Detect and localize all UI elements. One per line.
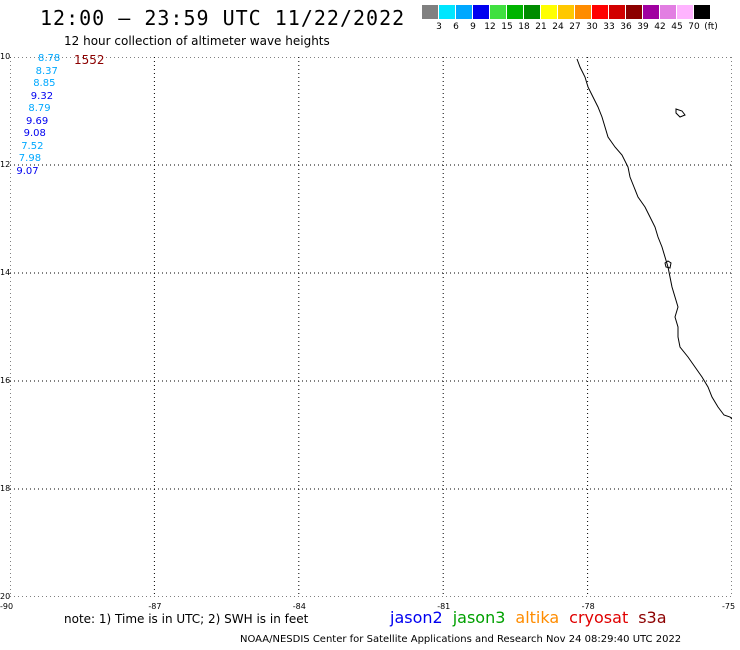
satellite-label: s3a	[638, 608, 667, 627]
pass-time-label: 1552	[74, 53, 105, 67]
map-title: 12:00 – 23:59 UTC 11/22/2022	[40, 6, 406, 30]
legend-label: 24	[552, 22, 564, 32]
wave-height-value: 8.79	[28, 103, 51, 114]
color-legend-labels: 3 6 9 12 15 18 21 24 27 30 33 36 39 42 45 70 (ft)	[422, 22, 740, 34]
legend-label: 15	[501, 22, 513, 32]
satellite-label: jason3	[452, 608, 506, 627]
wave-height-value: 9.08	[23, 128, 46, 139]
legend-swatch	[439, 5, 456, 19]
legend-label: 36	[620, 22, 632, 32]
legend-swatch	[524, 5, 541, 19]
legend-label: 12	[484, 22, 496, 32]
legend-swatch	[660, 5, 677, 19]
latitude-label: 20	[0, 592, 11, 601]
wave-height-value: 9.07	[16, 165, 39, 177]
legend-label: 18	[518, 22, 530, 32]
legend-label: 42	[654, 22, 666, 32]
longitude-label: -84	[292, 602, 306, 611]
legend-swatch	[507, 5, 524, 19]
legend-swatch	[677, 5, 694, 19]
legend-label: 45	[671, 22, 683, 32]
legend-label: 3	[436, 22, 442, 32]
color-legend	[422, 5, 711, 19]
satellite-label: cryosat	[569, 608, 629, 627]
latitude-label: 18	[0, 484, 11, 493]
legend-swatch	[694, 5, 711, 19]
longitude-label: -78	[581, 602, 595, 611]
legend-swatch	[626, 5, 643, 19]
lat-gridlines	[10, 57, 732, 597]
satellite-legend: jason2 jason3 altika cryosat s3a	[390, 608, 677, 627]
footer-credit: NOAA/NESDIS Center for Satellite Applica…	[240, 634, 682, 645]
legend-label: 70	[688, 22, 700, 32]
legend-label: 9	[470, 22, 476, 32]
legend-label: 33	[603, 22, 615, 32]
lake-outline	[664, 260, 672, 269]
island-outline	[675, 108, 686, 118]
legend-swatch	[575, 5, 592, 19]
longitude-label: -90	[0, 602, 14, 611]
footer-note: note: 1) Time is in UTC; 2) SWH is in fe…	[64, 612, 309, 626]
map-subtitle: 12 hour collection of altimeter wave hei…	[64, 34, 330, 48]
legend-swatch	[422, 5, 439, 19]
legend-label: 39	[637, 22, 649, 32]
wave-height-value: 8.78	[38, 53, 61, 64]
longitude-label: -75	[722, 602, 736, 611]
wave-height-value: 7.52	[21, 140, 44, 152]
lon-gridlines	[10, 57, 732, 597]
wave-height-value: 9.32	[30, 90, 54, 102]
wave-height-value: 8.85	[33, 78, 56, 89]
legend-swatch	[609, 5, 626, 19]
legend-swatch	[592, 5, 609, 19]
satellite-label: jason2	[390, 608, 443, 627]
longitude-label: -87	[148, 602, 162, 611]
legend-swatch	[558, 5, 575, 19]
latitude-label: 16	[0, 376, 11, 385]
latitude-label: 12	[0, 160, 11, 169]
coastline	[576, 58, 732, 420]
legend-swatch	[473, 5, 490, 19]
wave-height-value: 7.98	[18, 153, 42, 164]
legend-swatch	[643, 5, 660, 19]
altimeter-map	[10, 57, 732, 597]
legend-swatch	[541, 5, 558, 19]
legend-label: (ft)	[704, 22, 718, 32]
latitude-label: 10	[0, 52, 11, 61]
legend-label: 21	[535, 22, 547, 32]
wave-height-value: 8.37	[35, 65, 58, 77]
legend-swatch	[456, 5, 473, 19]
latitude-label: 14	[0, 268, 11, 277]
legend-label: 27	[569, 22, 581, 32]
legend-label: 6	[453, 22, 459, 32]
legend-label: 30	[586, 22, 598, 32]
wave-height-value: 9.69	[26, 115, 49, 127]
longitude-label: -81	[437, 602, 451, 611]
satellite-label: altika	[515, 608, 560, 627]
legend-swatch	[490, 5, 507, 19]
